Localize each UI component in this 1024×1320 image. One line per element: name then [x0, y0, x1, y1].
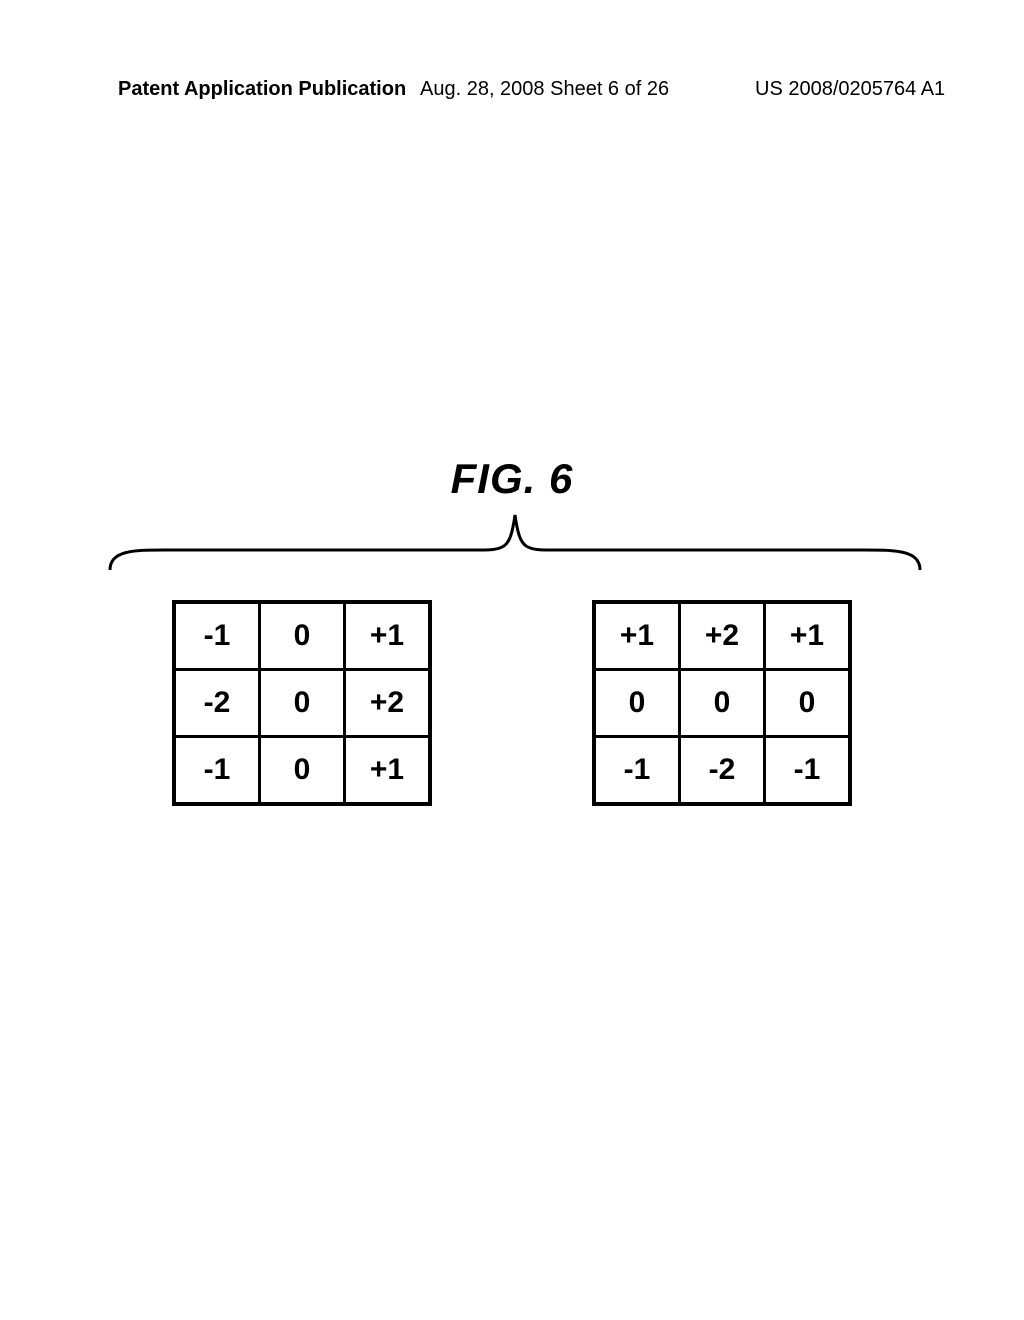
sobel-kernel-y: +1 +2 +1 0 0 0 -1 -2 -1 [592, 600, 852, 806]
kernel-cell: +1 [345, 737, 431, 805]
kernel-cell: -1 [174, 737, 260, 805]
table-row: -2 0 +2 [174, 670, 430, 737]
table-row: -1 0 +1 [174, 602, 430, 670]
matrices-row: -1 0 +1 -2 0 +2 -1 0 +1 +1 +2 +1 0 0 0 -… [0, 600, 1024, 806]
kernel-cell: 0 [260, 602, 345, 670]
kernel-cell: 0 [594, 670, 680, 737]
table-row: -1 0 +1 [174, 737, 430, 805]
table-row: +1 +2 +1 [594, 602, 850, 670]
kernel-cell: -1 [765, 737, 851, 805]
table-row: 0 0 0 [594, 670, 850, 737]
kernel-cell: 0 [680, 670, 765, 737]
header-date-sheet: Aug. 28, 2008 Sheet 6 of 26 [420, 78, 669, 101]
figure-title: FIG. 6 [0, 455, 1024, 503]
kernel-cell: 0 [765, 670, 851, 737]
table-row: -1 -2 -1 [594, 737, 850, 805]
kernel-cell: +1 [345, 602, 431, 670]
kernel-cell: 0 [260, 737, 345, 805]
kernel-cell: -2 [174, 670, 260, 737]
kernel-cell: +1 [765, 602, 851, 670]
kernel-cell: -2 [680, 737, 765, 805]
kernel-cell: 0 [260, 670, 345, 737]
header-publication-number: US 2008/0205764 A1 [755, 78, 945, 101]
kernel-cell: +1 [594, 602, 680, 670]
sobel-kernel-x: -1 0 +1 -2 0 +2 -1 0 +1 [172, 600, 432, 806]
kernel-cell: -1 [594, 737, 680, 805]
figure-bracket [105, 505, 925, 575]
header-publication-type: Patent Application Publication [118, 78, 406, 101]
kernel-cell: -1 [174, 602, 260, 670]
kernel-cell: +2 [680, 602, 765, 670]
kernel-cell: +2 [345, 670, 431, 737]
